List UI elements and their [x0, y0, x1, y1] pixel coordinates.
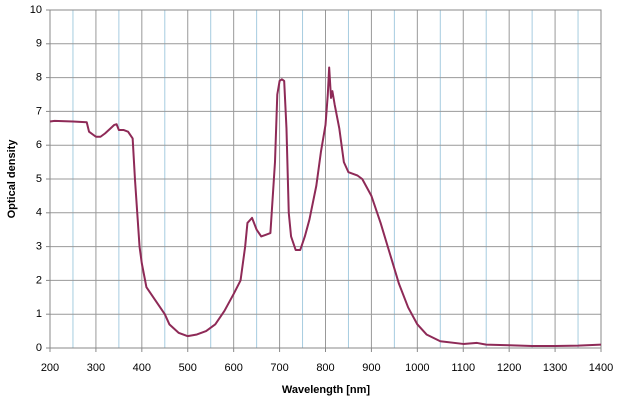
y-tick-label: 10 — [30, 4, 42, 16]
y-tick-label: 3 — [36, 241, 42, 253]
y-tick-label: 7 — [36, 105, 42, 117]
y-tick-label: 2 — [36, 274, 42, 286]
x-tick-label: 300 — [87, 362, 105, 374]
x-tick-label: 500 — [179, 362, 197, 374]
y-tick-label: 1 — [36, 308, 42, 320]
x-tick-label: 900 — [362, 362, 380, 374]
x-tick-label: 1100 — [451, 362, 475, 374]
x-tick-label: 800 — [316, 362, 334, 374]
x-tick-label: 1000 — [405, 362, 429, 374]
data-line — [49, 66, 602, 347]
y-tick-label: 0 — [36, 342, 42, 354]
x-tick-label: 200 — [41, 362, 59, 374]
x-tick-label: 1200 — [497, 362, 521, 374]
x-tick-label: 700 — [270, 362, 288, 374]
y-tick-label: 8 — [36, 72, 42, 84]
x-tick-label: 400 — [133, 362, 151, 374]
x-tick-label: 600 — [224, 362, 242, 374]
y-tick-label: 4 — [36, 207, 42, 219]
x-tick-label: 1300 — [543, 362, 567, 374]
plot-frame — [49, 9, 602, 349]
y-tick-label: 9 — [36, 38, 42, 50]
y-axis-title: Optical density — [6, 139, 18, 219]
y-tick-label: 5 — [36, 173, 42, 185]
x-tick-label: 1400 — [589, 362, 613, 374]
x-axis-title: Wavelength [nm] — [282, 384, 371, 396]
y-tick-label: 6 — [36, 139, 42, 151]
